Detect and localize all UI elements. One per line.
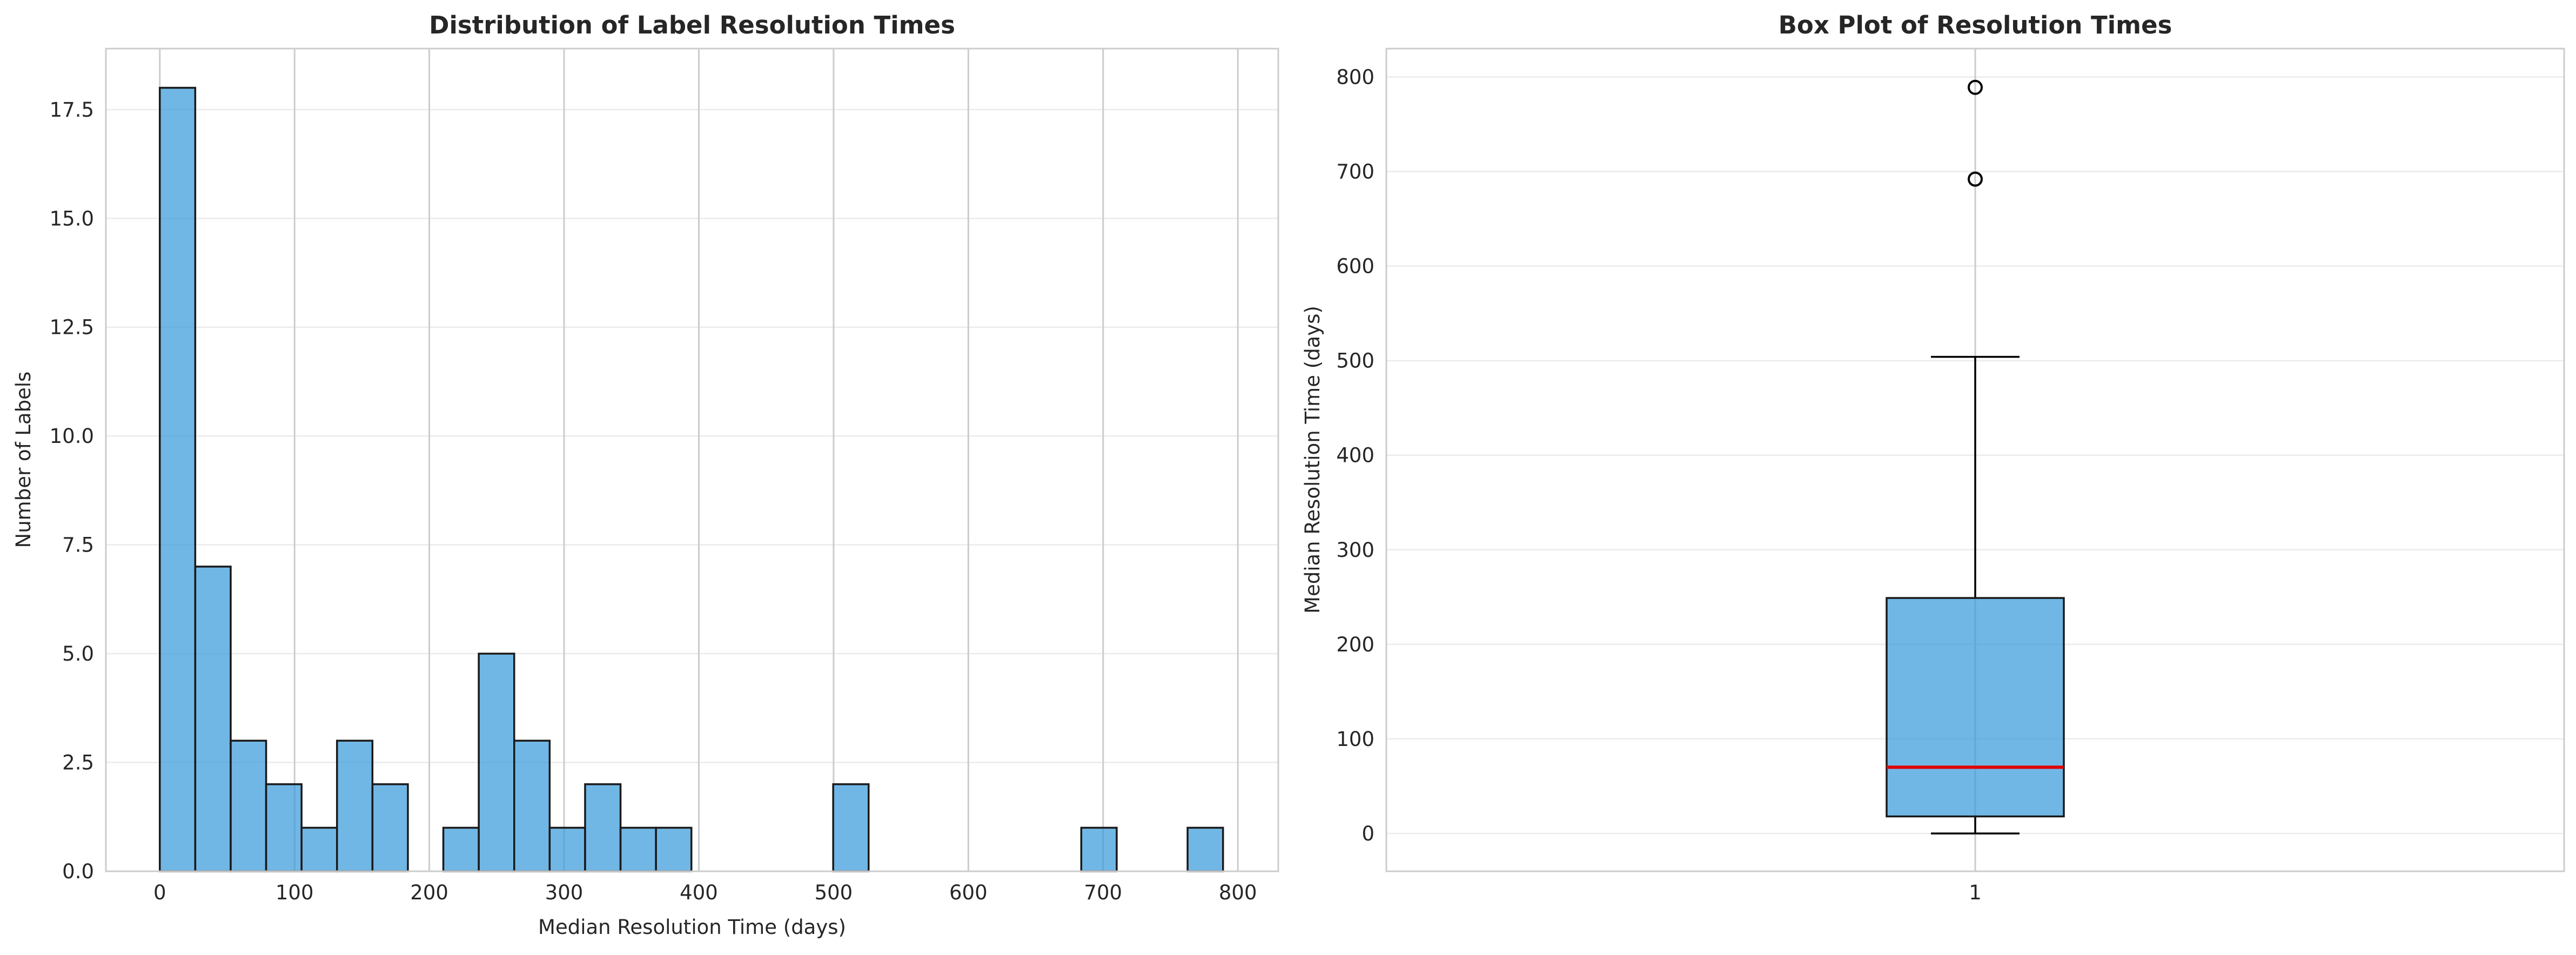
boxplot-plot-frame — [1385, 48, 2565, 872]
histogram-bar — [371, 783, 409, 872]
histogram-bar — [478, 653, 515, 872]
boxplot-outlier-point — [1968, 171, 1983, 187]
histogram-x-tick-label: 700 — [1084, 881, 1122, 904]
histogram-x-tick-label: 100 — [276, 881, 314, 904]
boxplot-outlier-point — [1968, 79, 1983, 95]
histogram-y-tick-label: 10.0 — [50, 425, 94, 448]
boxplot-y-tick-label: 300 — [1336, 539, 1374, 562]
histogram-y-tick-label: 5.0 — [62, 642, 94, 665]
boxplot-x-tick-label: 1 — [1969, 881, 1982, 904]
histogram-title: Distribution of Label Resolution Times — [429, 11, 955, 39]
histogram-bar — [1080, 826, 1118, 872]
histogram-x-tick-label: 300 — [545, 881, 583, 904]
histogram-bar — [584, 783, 622, 872]
histogram-bar — [159, 86, 197, 872]
histogram-x-tick-label: 400 — [680, 881, 718, 904]
histogram-y-tick-labels: 0.0 2.5 5.0 7.5 10.0 12.5 15.0 17.5 — [50, 98, 94, 883]
boxplot-box — [1886, 597, 2065, 818]
histogram-bar — [832, 783, 870, 872]
boxplot-y-axis-label: Median Resolution Time (days) — [1301, 306, 1324, 614]
boxplot-y-tick-label: 500 — [1336, 349, 1374, 373]
histogram-y-axis-label: Number of Labels — [12, 372, 35, 548]
histogram-bar — [336, 739, 374, 872]
boxplot-x-tick-labels: 1 — [1969, 881, 1982, 904]
histogram-bar — [513, 739, 551, 872]
boxplot-chart: 1 0 100 200 300 400 500 600 700 800 Box Plot of … — [1301, 11, 2565, 904]
histogram-bar — [655, 826, 693, 872]
histogram-y-tick-label: 12.5 — [50, 316, 94, 339]
histogram-x-tick-label: 800 — [1219, 881, 1257, 904]
boxplot-marks — [1886, 79, 2065, 835]
histogram-x-tick-label: 200 — [410, 881, 448, 904]
histogram-bar — [548, 826, 586, 872]
boxplot-y-tick-label: 0 — [1361, 822, 1374, 845]
boxplot-y-tick-label: 200 — [1336, 633, 1374, 656]
histogram-plot-frame — [105, 48, 1279, 872]
boxplot-y-tick-label: 700 — [1336, 160, 1374, 184]
histogram-bar — [265, 783, 303, 872]
boxplot-y-tick-label: 100 — [1336, 728, 1374, 751]
boxplot-title: Box Plot of Resolution Times — [1779, 11, 2172, 39]
histogram-y-tick-label: 15.0 — [50, 207, 94, 230]
histogram-chart: 0 100 200 300 400 500 600 700 800 0.0 2.5 5.0 7.5 10… — [12, 11, 1279, 939]
histogram-y-tick-label: 17.5 — [50, 98, 94, 122]
histogram-bar — [619, 826, 657, 872]
histogram-y-tick-label: 2.5 — [62, 751, 94, 775]
histogram-y-tick-label: 7.5 — [62, 534, 94, 557]
histogram-bar — [194, 566, 232, 872]
histogram-x-tick-label: 600 — [949, 881, 988, 904]
histogram-x-tick-label: 500 — [815, 881, 853, 904]
histogram-y-tick-label: 0.0 — [62, 860, 94, 883]
boxplot-y-tick-label: 800 — [1336, 66, 1374, 89]
histogram-x-axis-label: Median Resolution Time (days) — [538, 916, 846, 939]
boxplot-y-tick-label: 400 — [1336, 444, 1374, 467]
histogram-x-tick-label: 0 — [153, 881, 166, 904]
histogram-bar — [300, 826, 338, 872]
histogram-bar — [1186, 826, 1224, 872]
boxplot-y-tick-labels: 0 100 200 300 400 500 600 700 800 — [1336, 66, 1374, 845]
histogram-bars — [159, 86, 1224, 872]
boxplot-y-tick-label: 600 — [1336, 255, 1374, 278]
histogram-bar — [230, 739, 267, 872]
histogram-bar — [442, 826, 480, 872]
histogram-gridlines — [106, 49, 1278, 872]
histogram-x-tick-labels: 0 100 200 300 400 500 600 700 800 — [153, 881, 1257, 904]
